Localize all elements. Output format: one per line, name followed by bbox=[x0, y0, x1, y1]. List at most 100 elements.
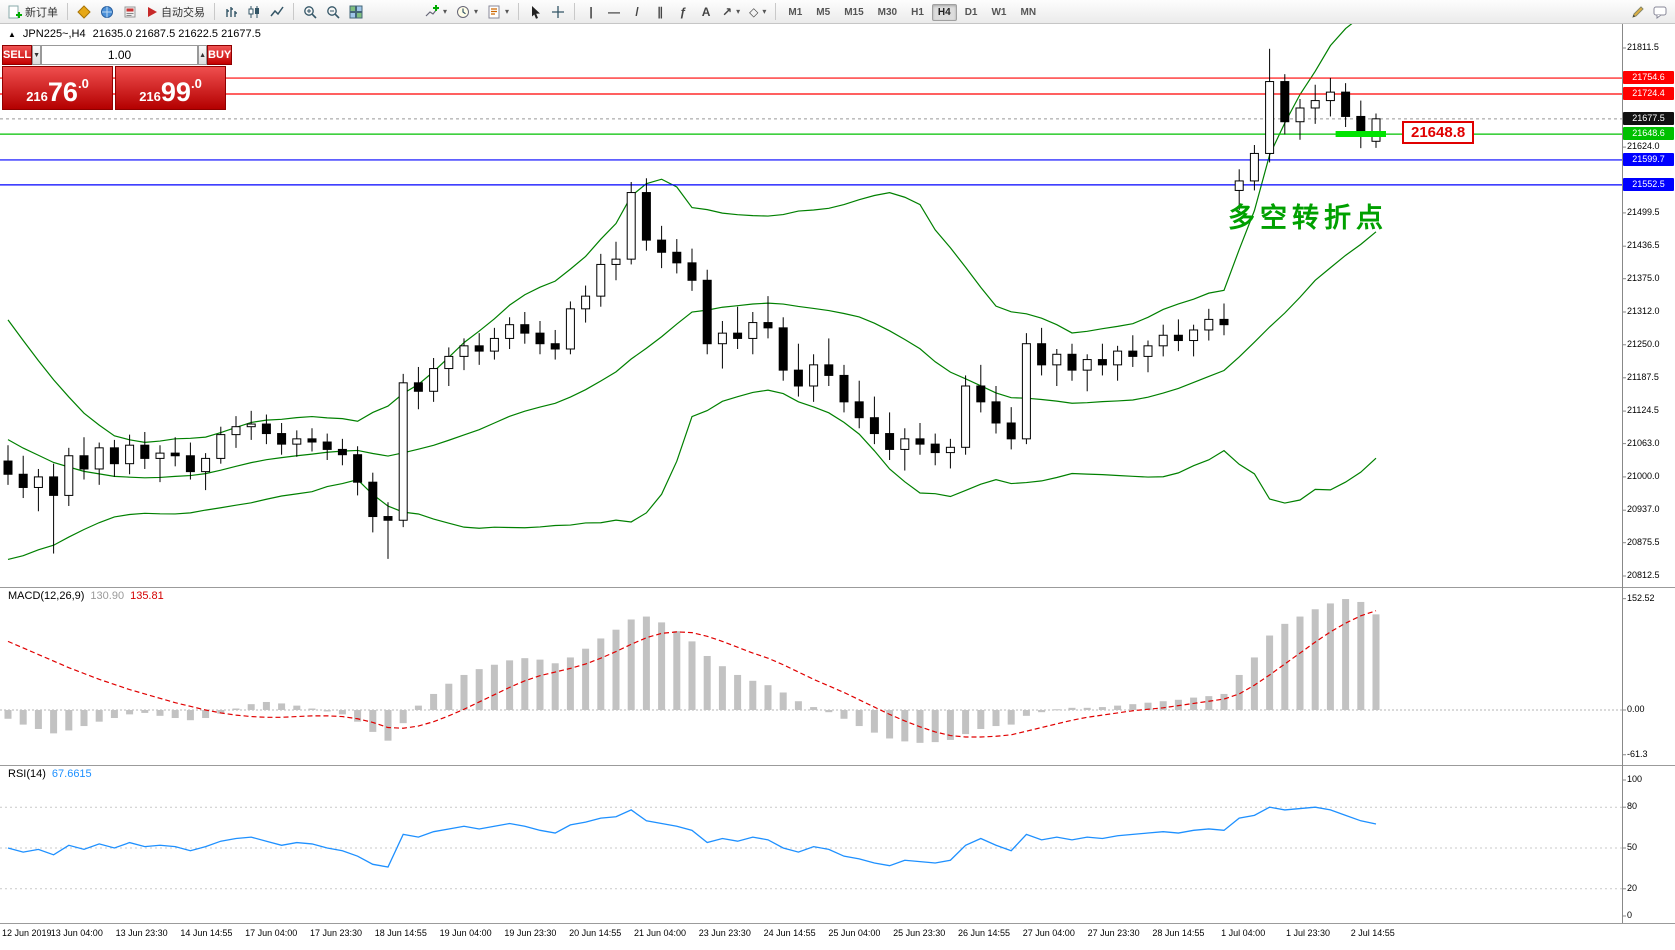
current-price-badge: 21677.5 bbox=[1623, 111, 1674, 125]
news-icon bbox=[124, 6, 136, 17]
timeframe-button-m30[interactable]: M30 bbox=[872, 4, 903, 21]
time-axis-label: 1 Jul 04:00 bbox=[1221, 928, 1266, 938]
price-axis-label: 20937.0 bbox=[1627, 504, 1660, 515]
sell-price-button[interactable]: 216 76.0 bbox=[2, 66, 113, 110]
price-line-badge: 21724.4 bbox=[1623, 87, 1674, 101]
time-axis-label: 28 Jun 14:55 bbox=[1152, 928, 1205, 938]
macd-panel-separator[interactable] bbox=[0, 587, 1675, 588]
volume-decrease-button[interactable]: ▼ bbox=[32, 45, 42, 65]
news-button[interactable] bbox=[119, 2, 141, 22]
bollinger-middle-band bbox=[7, 231, 1377, 479]
macd-scale-label: -61.3 bbox=[1627, 748, 1648, 759]
price-line-badge: 21599.7 bbox=[1623, 152, 1674, 166]
shapes-icon: ◇ bbox=[749, 4, 759, 19]
rsi-panel-separator[interactable] bbox=[0, 765, 1675, 766]
price-axis-label: 21811.5 bbox=[1627, 42, 1659, 52]
macd-signal-value: 135.81 bbox=[130, 590, 164, 602]
timeframe-button-d1[interactable]: D1 bbox=[959, 4, 984, 21]
volume-increase-button[interactable]: ▲ bbox=[198, 45, 207, 65]
time-axis-label: 14 Jun 14:55 bbox=[180, 928, 233, 938]
chart-annotation-text[interactable]: 多空转折点 bbox=[1228, 203, 1388, 233]
rsi-label: RSI(14) 67.6615 bbox=[8, 768, 92, 780]
comment-button[interactable] bbox=[1649, 2, 1671, 22]
timeframe-button-w1[interactable]: W1 bbox=[985, 4, 1012, 21]
candles-layer bbox=[3, 48, 1381, 559]
templates-button[interactable]: ▾ bbox=[483, 2, 513, 22]
toolbar-separator bbox=[293, 3, 294, 20]
shapes-tool[interactable]: ◇ ▾ bbox=[745, 2, 770, 22]
volume-input[interactable] bbox=[41, 45, 199, 65]
cursor-button[interactable] bbox=[524, 2, 546, 22]
macd-scale-label: 0.00 bbox=[1627, 704, 1645, 714]
time-axis[interactable]: 12 Jun 2019 13 Jun 04:00 13 Jun 23:30 14 Ju… bbox=[0, 924, 1675, 950]
bar-chart-button[interactable] bbox=[220, 2, 242, 22]
price-axis-label: 21000.0 bbox=[1627, 470, 1660, 481]
candlestick-chart-button[interactable] bbox=[243, 2, 265, 22]
horizontal-line-tool[interactable]: — bbox=[603, 2, 625, 22]
new-order-icon bbox=[8, 5, 22, 18]
price-axis-label: 21499.5 bbox=[1627, 206, 1660, 217]
chart-ohlc: 21635.0 21687.5 21622.5 21677.5 bbox=[92, 28, 261, 40]
vertical-line-tool[interactable]: | bbox=[580, 2, 602, 22]
autotrading-icon bbox=[148, 6, 157, 17]
time-axis-label: 25 Jun 04:00 bbox=[828, 928, 881, 938]
rsi-name: RSI(14) bbox=[8, 768, 46, 780]
fibonacci-icon: ƒ bbox=[679, 4, 687, 19]
macd-label: MACD(12,26,9) 130.90 135.81 bbox=[8, 590, 164, 602]
line-chart-button[interactable] bbox=[266, 2, 288, 22]
timeframe-button-mn[interactable]: MN bbox=[1014, 4, 1042, 21]
price-axis-label: 21375.0 bbox=[1627, 272, 1660, 283]
price-axis[interactable]: 21811.5 21624.0 21499.5 21436.5 21375.0 21312… bbox=[1623, 0, 1675, 950]
chart-title: ▲ JPN225~,H4 21635.0 21687.5 21622.5 216… bbox=[8, 28, 261, 40]
metaeditor-icon bbox=[77, 4, 91, 19]
fibonacci-tool[interactable]: ƒ bbox=[672, 2, 694, 22]
community-button[interactable] bbox=[96, 2, 118, 22]
vertical-line-icon: | bbox=[589, 4, 593, 19]
rsi-scale-label: 20 bbox=[1627, 882, 1638, 893]
timeframe-button-m15[interactable]: M15 bbox=[838, 4, 869, 21]
toolbar-separator bbox=[518, 3, 520, 20]
cursor-icon bbox=[531, 5, 540, 19]
time-axis-separator bbox=[0, 923, 1675, 924]
autotrading-button[interactable]: 自动交易 bbox=[142, 2, 209, 22]
timeframe-button-m5[interactable]: M5 bbox=[810, 4, 836, 21]
buy-price-dec: .0 bbox=[190, 76, 202, 91]
indicators-button[interactable]: ▾ bbox=[421, 2, 451, 22]
rsi-scale-label: 50 bbox=[1627, 842, 1638, 852]
pencil-button[interactable] bbox=[1627, 2, 1649, 22]
sell-price-big: 76 bbox=[47, 77, 78, 107]
time-axis-label: 20 Jun 14:55 bbox=[569, 928, 622, 938]
buy-price-pre: 216 bbox=[139, 88, 161, 104]
rsi-line bbox=[7, 806, 1377, 868]
sell-tab[interactable]: SELL bbox=[2, 45, 33, 65]
buy-price-button[interactable]: 216 99.0 bbox=[115, 66, 226, 110]
new-order-button[interactable]: 新订单 bbox=[4, 2, 62, 22]
time-axis-label: 26 Jun 14:55 bbox=[957, 928, 1011, 938]
trendline-tool[interactable]: / bbox=[626, 2, 648, 22]
time-axis-label: 23 Jun 23:30 bbox=[698, 928, 751, 938]
text-tool[interactable]: A bbox=[695, 2, 717, 22]
channel-tool[interactable]: ∥ bbox=[649, 2, 671, 22]
sell-price-pre: 216 bbox=[26, 88, 48, 104]
tile-windows-button[interactable] bbox=[345, 2, 367, 22]
price-axis-border bbox=[1622, 24, 1623, 923]
chevron-down-icon: ▾ bbox=[762, 7, 767, 16]
timeframe-button-h1[interactable]: H1 bbox=[905, 4, 930, 21]
timeframe-button-m1[interactable]: M1 bbox=[782, 4, 808, 21]
chart-symbol-period: JPN225~,H4 bbox=[22, 28, 86, 40]
periods-clock-button[interactable]: ▾ bbox=[452, 2, 482, 22]
toolbar-separator bbox=[574, 3, 576, 20]
price-axis-label: 20875.5 bbox=[1627, 536, 1660, 547]
metaeditor-button[interactable] bbox=[73, 2, 95, 22]
zoom-out-button[interactable] bbox=[322, 2, 344, 22]
price-axis-label: 21063.0 bbox=[1627, 437, 1660, 448]
timeframe-button-h4[interactable]: H4 bbox=[931, 4, 957, 21]
crosshair-button[interactable] bbox=[547, 2, 569, 22]
zoom-out-icon bbox=[327, 5, 340, 19]
buy-tab[interactable]: BUY bbox=[207, 45, 233, 65]
highlight-price-label[interactable]: 21648.8 bbox=[1402, 121, 1475, 144]
zoom-in-button[interactable] bbox=[299, 2, 321, 22]
arrows-tool[interactable]: ↗ ▾ bbox=[718, 2, 744, 22]
time-axis-label: 12 Jun 2019 bbox=[2, 928, 52, 938]
